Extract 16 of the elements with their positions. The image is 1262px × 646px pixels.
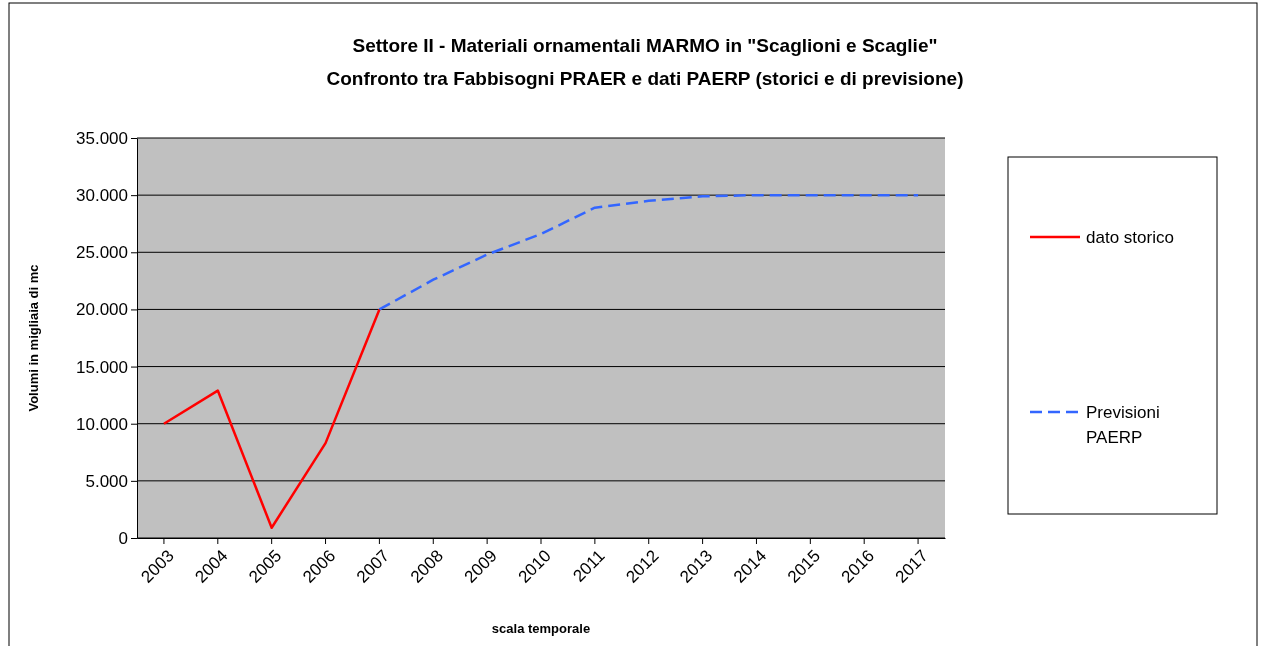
legend-label: dato storico <box>1086 228 1174 247</box>
line-series <box>378 193 920 311</box>
legend-label: Previsioni PAERP <box>1086 403 1160 447</box>
chart-subtitle: Confronto tra Fabbisogni PRAER e dati PAERP (storici e di previsione) <box>326 68 964 89</box>
y-tick-label: 0 <box>118 528 128 548</box>
x-axis-title: scala temporale <box>491 621 591 636</box>
y-tick-label: 35.000 <box>76 128 128 148</box>
y-tick-label: 25.000 <box>76 243 128 263</box>
y-tick-label: 20.000 <box>76 300 128 320</box>
y-tick-label: 15.000 <box>76 357 128 377</box>
y-tick-label: 30.000 <box>76 186 128 206</box>
y-axis-title: Volumi in migliaia di mc <box>26 264 41 412</box>
chart-title: Settore II - Materiali ornamentali MARMO in "Scaglioni e Scaglie" <box>352 35 938 56</box>
line-series <box>162 308 381 529</box>
y-tick-label: 10.000 <box>76 414 128 434</box>
y-tick-label: 5.000 <box>85 471 128 491</box>
